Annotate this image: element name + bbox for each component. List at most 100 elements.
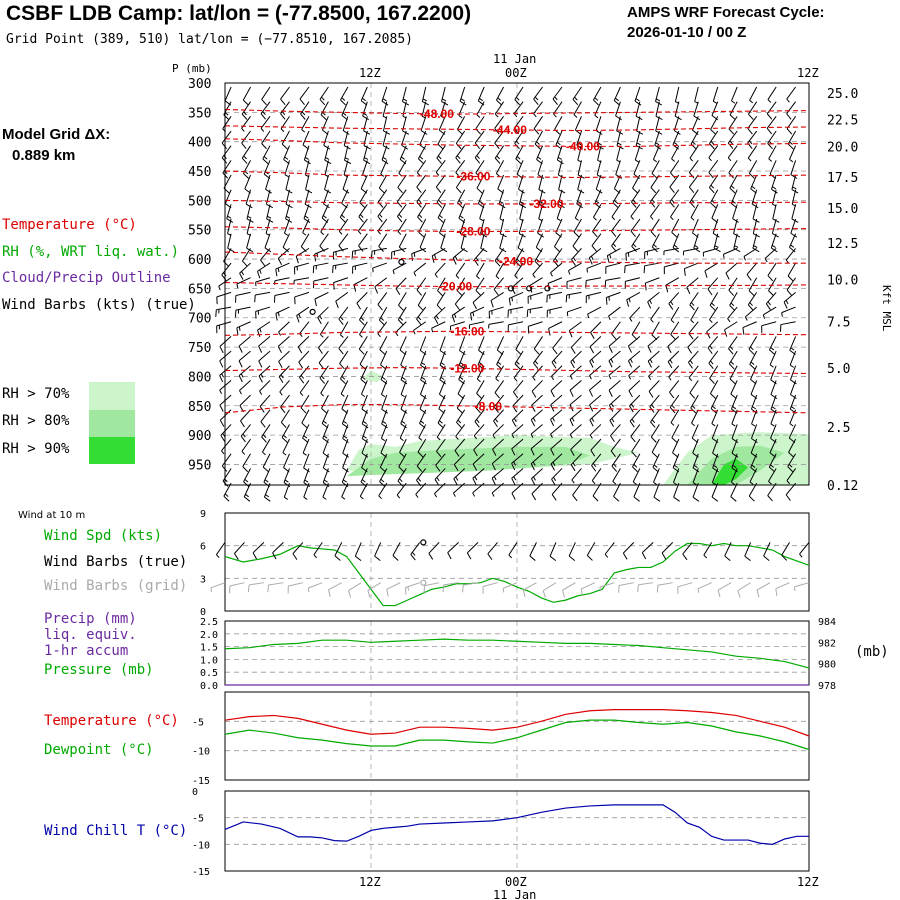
wind-barb [492, 438, 504, 456]
surface-wind-barb-true [744, 542, 752, 561]
wind-barb [302, 130, 310, 150]
surface-wind-barb-true [568, 542, 576, 561]
wind-barb [569, 409, 582, 427]
wind-speed-line [224, 542, 810, 607]
wind-barb [689, 145, 699, 162]
wind-barb [629, 409, 641, 428]
wind-barb [652, 145, 660, 163]
wind-barb [475, 394, 485, 414]
wind-barb [417, 204, 427, 223]
wind-barb [789, 336, 797, 356]
wind-barb [574, 116, 582, 135]
wind-barb [468, 321, 485, 329]
wind-barb [589, 380, 602, 397]
wind-barb [338, 233, 349, 252]
wind-barb [606, 247, 621, 263]
wind-barb [709, 380, 719, 399]
wind-barb [418, 218, 427, 238]
calm-wind-circle [526, 285, 533, 292]
wind-barb [238, 336, 251, 353]
wind-barb [511, 277, 524, 295]
wind-barb [416, 306, 427, 325]
wind-barb [282, 233, 290, 253]
wind-barb [669, 189, 680, 208]
wind-barb [342, 438, 349, 458]
wind-barb [259, 394, 271, 413]
wind-barb [789, 233, 797, 253]
wind-barb [651, 160, 660, 179]
precip-label: Precip (mm) [44, 611, 137, 627]
wind-barb [358, 204, 368, 223]
wind-barb [532, 262, 543, 279]
wind-barb [731, 86, 738, 104]
wind-barb [469, 306, 485, 321]
isotherm-line [224, 125, 810, 132]
wind-barb [279, 380, 290, 396]
wind-barb [513, 365, 524, 382]
surface-wind-barb-true [622, 542, 635, 560]
wind-barb [258, 350, 271, 368]
wind-barb [378, 174, 388, 194]
wind-barb [547, 277, 563, 291]
wind-barb [496, 86, 505, 106]
wind-barb [339, 321, 349, 338]
wind-barb [278, 350, 290, 368]
wind-barb [724, 321, 738, 337]
wind-barb [683, 262, 699, 276]
pressure-line [224, 638, 810, 669]
wind-barb [632, 468, 641, 485]
wind-barb [495, 262, 505, 280]
surface-wind-barb-grid [267, 582, 284, 593]
wind-barb [320, 101, 329, 121]
precip-liq-label: liq. equiv. [44, 627, 137, 643]
surface-wind-barb-grid [404, 582, 420, 595]
wind-barb [608, 365, 621, 380]
rh-region-80 [346, 446, 590, 477]
wind-panel-title: Wind at 10 m [18, 510, 86, 521]
wind-barb [787, 453, 797, 473]
wind-barb [663, 247, 679, 256]
wind-barb [605, 262, 621, 274]
wind-barb [511, 424, 524, 439]
wind-barb [215, 306, 232, 317]
wind-barb [456, 277, 466, 297]
wind-barb [688, 174, 699, 194]
wind-barb [236, 321, 251, 336]
wind-barb [710, 116, 719, 135]
wind-barb [728, 336, 738, 355]
wind-barb [236, 277, 251, 289]
wind-barb [459, 86, 467, 106]
wind-barb [693, 101, 701, 121]
wind-barb [435, 174, 446, 194]
wind-barb [260, 248, 271, 267]
wind-barb [472, 453, 485, 471]
wind-barb [629, 394, 641, 413]
wind-barb [497, 174, 505, 194]
wind-barb [381, 380, 388, 398]
pressure-label: Pressure (mb) [44, 662, 154, 678]
wind-barb [729, 174, 738, 194]
windchill-tick-label: -5 [192, 814, 204, 825]
wind-barb [413, 321, 427, 335]
time-tick-top: 12Z [797, 66, 819, 80]
height-tick-label: 10.0 [827, 274, 858, 289]
wind-barb [665, 277, 680, 293]
wind-barb [785, 248, 797, 264]
wind-barb [377, 292, 388, 311]
wind-barb [730, 394, 738, 414]
windchill-frame [224, 790, 810, 872]
wind-barb [691, 218, 699, 238]
wind-barb [517, 233, 525, 253]
wind-barb [770, 233, 778, 253]
wind-barb [742, 321, 757, 335]
wind-barb [460, 233, 468, 253]
wind-barb [476, 262, 485, 280]
wind-barb [631, 233, 641, 252]
calm-wind-circle [507, 285, 515, 292]
wind-barb [494, 380, 505, 399]
wind-barb [261, 86, 271, 106]
wind-barb [530, 424, 543, 438]
wind-barb [260, 116, 271, 132]
wind-barb [362, 101, 369, 121]
wind-barb [644, 247, 660, 260]
